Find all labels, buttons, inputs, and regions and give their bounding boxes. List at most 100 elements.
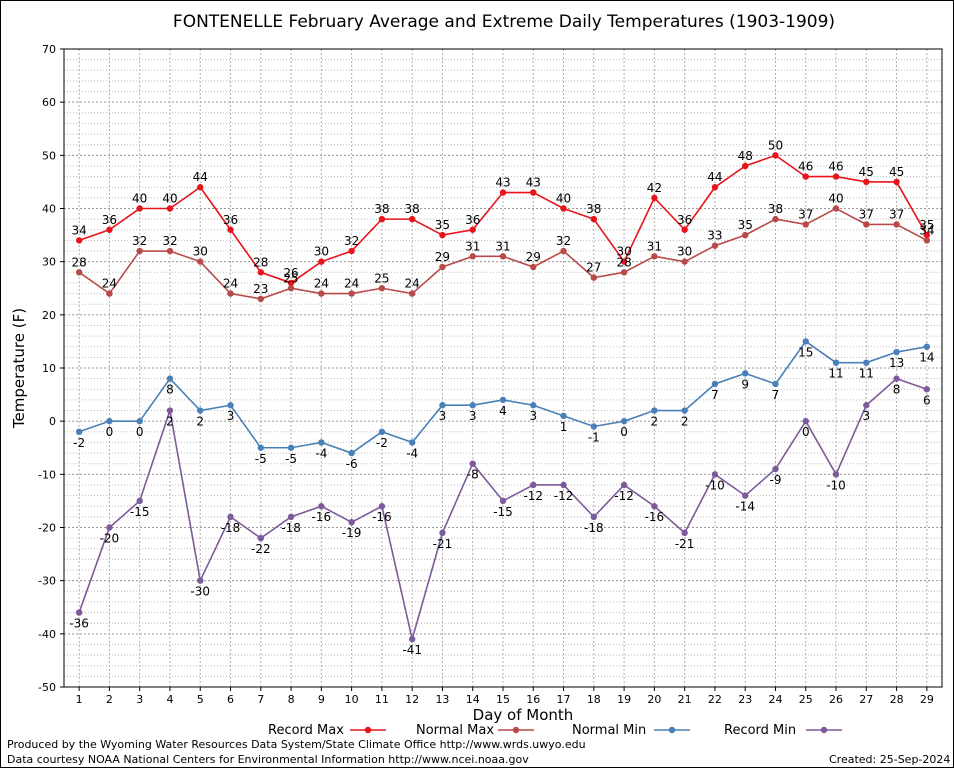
normal-min-point: [923, 343, 931, 350]
normal-max-data-label: 34: [919, 223, 934, 237]
normal-max-data-label: 37: [889, 207, 904, 221]
record-max-point: [893, 178, 900, 186]
y-tick-label: 60: [42, 96, 56, 109]
record-max-point: [651, 194, 658, 202]
normal-max-data-label: 30: [677, 245, 692, 259]
y-tick-label: -40: [38, 628, 56, 641]
normal-min-point: [136, 417, 143, 425]
legend-swatch-marker: [668, 726, 676, 734]
record-max-data-label: 36: [223, 213, 238, 227]
normal-min-point: [318, 439, 325, 446]
y-tick-label: 30: [42, 256, 56, 269]
record-max-point: [832, 173, 840, 180]
normal-max-data-label: 35: [738, 218, 753, 232]
y-tick-label: 70: [42, 43, 56, 56]
normal-min-data-label: 4: [499, 404, 507, 418]
y-tick-label: 40: [42, 203, 56, 216]
record-max-point: [620, 258, 628, 265]
x-tick-label: 28: [890, 693, 904, 706]
record-max-point: [439, 231, 446, 239]
record-max-point: [923, 231, 931, 239]
record-min-data-label: -16: [312, 510, 332, 524]
record-min-point: [742, 492, 749, 499]
record-max-point: [530, 189, 537, 196]
y-tick-label: -50: [38, 681, 56, 694]
normal-max-data-label: 24: [102, 277, 117, 291]
record-min-data-label: -8: [467, 468, 479, 482]
x-tick-label: 18: [587, 693, 601, 706]
normal-min-point: [681, 407, 688, 414]
record-min-data-label: -41: [402, 643, 422, 657]
record-max-point: [408, 215, 416, 223]
normal-max-point: [742, 231, 749, 239]
normal-max-point: [681, 258, 688, 265]
normal-max-data-label: 28: [616, 255, 631, 269]
record-min-point: [620, 481, 628, 489]
record-min-data-label: -14: [735, 500, 755, 514]
record-max-data-label: 48: [738, 149, 753, 163]
normal-min-data-label: 0: [106, 425, 114, 439]
x-axis: 1 2 3 4 5 6 7 8 9 10 11 12 13 14 15 16 17 18 19 20 21 22 23 24 2…: [76, 687, 934, 706]
record-min-data-label: -18: [281, 521, 301, 535]
normal-max-point: [530, 263, 537, 271]
normal-min-data-label: 15: [798, 345, 813, 359]
normal-min-point: [590, 423, 598, 430]
record-min-point: [257, 534, 264, 542]
normal-min-point: [469, 402, 476, 409]
record-max-data-label: 46: [828, 160, 843, 174]
normal-min-data-label: -5: [255, 452, 267, 466]
record-min-data-label: -16: [645, 510, 665, 524]
x-tick-label: 14: [466, 693, 480, 706]
x-tick-label: 22: [708, 693, 722, 706]
normal-min-point: [257, 444, 264, 451]
normal-max-point: [499, 253, 507, 260]
normal-min-data-label: 14: [919, 351, 934, 365]
normal-min-point: [560, 412, 567, 420]
y-tick-label: 10: [42, 362, 56, 375]
record-max-point: [166, 205, 174, 212]
record-max-data-label: 30: [314, 245, 329, 259]
record-max-data-label: 28: [253, 255, 268, 269]
record-max-point: [772, 152, 779, 159]
x-tick-label: 19: [617, 693, 631, 706]
normal-max-data-label: 32: [556, 234, 571, 248]
grid: [64, 49, 942, 687]
record-max-point: [378, 215, 386, 223]
record-min-data-label: -9: [769, 473, 781, 487]
series-record-max: 34 36 40 40 44 36 28 26 30 32 38 38 35 36 43 43 40 38 30 42…: [71, 138, 935, 287]
normal-max-data-label: 29: [435, 250, 450, 264]
y-tick-label: -10: [38, 468, 56, 481]
x-tick-label: 11: [375, 693, 389, 706]
record-min-point: [681, 529, 688, 537]
record-min-data-label: -15: [493, 505, 513, 519]
normal-min-data-label: 7: [711, 388, 719, 402]
x-tick-label: 5: [197, 693, 204, 706]
normal-min-data-label: 7: [772, 388, 780, 402]
legend-swatch-marker: [512, 726, 520, 734]
normal-min-data-label: -4: [315, 446, 327, 460]
record-min-point: [772, 465, 779, 473]
normal-min-point: [772, 380, 779, 388]
record-max-data-label: 44: [707, 170, 722, 184]
y-tick-label: -30: [38, 575, 56, 588]
normal-min-data-label: 3: [529, 409, 537, 423]
normal-min-data-label: 11: [828, 367, 843, 381]
x-tick-label: 7: [257, 693, 264, 706]
record-min-data-label: -19: [342, 526, 362, 540]
normal-max-data-label: 25: [374, 271, 389, 285]
record-max-data-label: 40: [132, 192, 147, 206]
normal-max-data-label: 24: [405, 277, 420, 291]
x-tick-label: 1: [76, 693, 83, 706]
normal-min-point: [378, 428, 386, 435]
record-min-point: [318, 503, 325, 510]
record-max-point: [348, 247, 355, 255]
normal-min-data-label: -2: [73, 436, 85, 450]
normal-min-data-label: 0: [620, 425, 628, 439]
record-min-data-label: 0: [802, 425, 810, 439]
record-min-data-label: -21: [675, 537, 695, 551]
record-max-data-label: 43: [495, 176, 510, 190]
normal-max-data-label: 33: [707, 229, 722, 243]
record-max-data-label: 36: [677, 213, 692, 227]
record-min-point: [802, 417, 809, 425]
y-axis-label: Temperature (F): [10, 308, 28, 429]
